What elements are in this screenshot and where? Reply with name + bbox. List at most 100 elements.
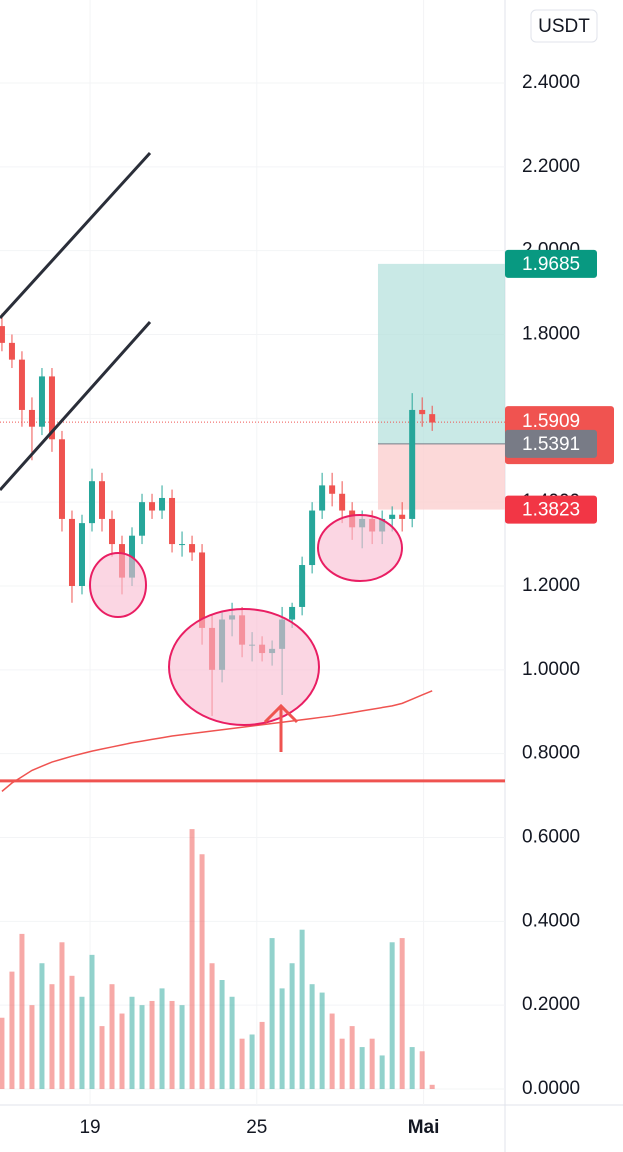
candle-body (399, 514, 406, 519)
candle-body (199, 552, 206, 628)
x-tick-label: Mai (408, 1117, 440, 1138)
volume-bar (79, 996, 85, 1089)
volume-bar (389, 942, 395, 1089)
volume-bar (359, 1047, 365, 1089)
highlight-circle (168, 608, 320, 726)
price-tag (505, 249, 597, 278)
price-tag-label: 1.5909 (522, 411, 580, 432)
background-layer (0, 0, 505, 1105)
volume-bar (99, 1026, 105, 1089)
y-tick-label: 0.4000 (522, 910, 580, 931)
price-tag-label: 1.9685 (522, 254, 580, 275)
x-tick-label: 25 (246, 1117, 267, 1138)
price-tag (505, 429, 597, 458)
candle-body (319, 485, 326, 511)
volume-bar (19, 933, 25, 1089)
volume-bar (309, 984, 315, 1089)
volume-bar (379, 1055, 385, 1089)
volume-bar (69, 975, 75, 1089)
candle-body (299, 565, 306, 607)
volume-bar (159, 988, 165, 1089)
volume-bar (419, 1051, 425, 1089)
volume-bar (239, 1038, 245, 1089)
candle-body (309, 510, 316, 566)
candle-body (159, 497, 166, 511)
volume-bar (269, 938, 275, 1089)
volume-bar (29, 1005, 35, 1089)
volume-bar (289, 963, 295, 1089)
drawings (0, 151, 403, 752)
volume-bar (89, 954, 95, 1089)
volume-bar (279, 988, 285, 1089)
volume-bar (0, 1017, 5, 1089)
volume-bar (339, 1038, 345, 1089)
volume-bar (409, 1047, 415, 1089)
volume-bar (109, 984, 115, 1089)
volume-bar (229, 996, 235, 1089)
volume-bar (59, 942, 65, 1089)
candle-body (18, 359, 25, 410)
candle-body (189, 544, 196, 553)
volume-bar (9, 971, 15, 1089)
volume-bar (179, 1005, 185, 1089)
volume-bar (319, 992, 325, 1089)
volume-bar (349, 1026, 355, 1089)
candle-body (48, 376, 55, 440)
candle-body (109, 518, 116, 545)
volume-bar (259, 1021, 265, 1089)
labels-layer: 0.0000 0.2000 0.4000 0.6000 0.8000 1.0000 1.20… (79, 72, 614, 1138)
volume-bar (139, 1005, 145, 1089)
candle-body (99, 481, 106, 519)
unit-label[interactable]: USDT (538, 16, 590, 37)
y-tick-label: 0.2000 (522, 994, 580, 1015)
trend-line (0, 151, 152, 320)
candle-body (68, 518, 75, 586)
volume-bar (429, 1084, 435, 1089)
volume-bar (329, 1013, 335, 1089)
volume-bar (369, 1038, 375, 1089)
volume-bar (39, 963, 45, 1089)
candle-body (429, 414, 436, 423)
candle-body (329, 485, 336, 494)
y-tick-label: 2.4000 (522, 72, 580, 93)
candle-body (78, 523, 85, 586)
candle-body (149, 502, 156, 511)
price-tag-label: 1.5391 (522, 434, 580, 455)
y-tick-label: 0.8000 (522, 743, 580, 764)
y-tick-label: 1.2000 (522, 575, 580, 596)
candle-body (169, 497, 176, 545)
volume-bar (399, 938, 405, 1089)
moving-average (1, 690, 433, 792)
candle-body (179, 544, 186, 546)
volume-bar (119, 1013, 125, 1089)
candle-body (289, 606, 296, 620)
candle-body (389, 514, 396, 519)
y-tick-label: 0.6000 (522, 827, 580, 848)
candle-body (419, 409, 426, 415)
volume-bar (299, 929, 305, 1089)
candle-body (58, 439, 65, 519)
arrow (263, 703, 299, 752)
profit-zone (377, 263, 505, 444)
candle-body (409, 409, 416, 519)
volume-bar (219, 980, 225, 1089)
volume-bar (249, 1034, 255, 1089)
y-tick-label: 2.2000 (522, 156, 580, 177)
volume-bar (189, 829, 195, 1089)
x-tick-label: 19 (79, 1117, 100, 1138)
y-tick-label: 1.0000 (522, 659, 580, 680)
candle-body (8, 342, 15, 360)
trend-line (0, 321, 152, 491)
price-tag-label: 1.3823 (522, 500, 580, 521)
volume-bar (199, 854, 205, 1089)
unit-box[interactable] (530, 9, 598, 43)
loss-zone (377, 443, 505, 510)
candle-body (38, 376, 45, 427)
highlight-circle (89, 552, 147, 618)
price-tag (505, 495, 597, 524)
candle-body (88, 481, 95, 524)
y-tick-label: 0.0000 (522, 1078, 580, 1099)
highlight-circle (317, 514, 403, 582)
